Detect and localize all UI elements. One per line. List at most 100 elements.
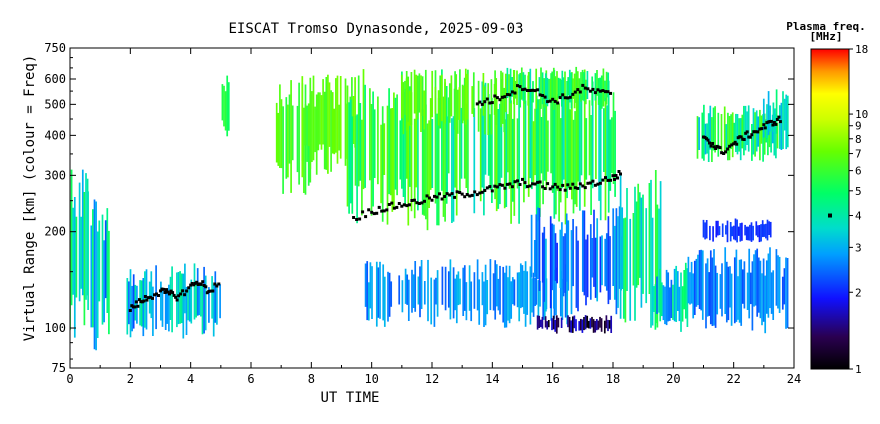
trace-point [616,176,619,180]
trace-point [425,194,429,198]
trace-point [777,115,781,119]
trace-point [711,142,715,145]
trace-point [586,87,590,91]
trace-point [377,205,381,209]
y-tick-label: 400 [44,128,66,142]
trace-point [380,209,384,213]
trace-point [412,198,416,202]
trace-point [588,89,592,93]
trace-point [561,93,565,97]
trace-point [543,187,547,190]
trace-point [551,185,555,189]
trace-point [145,298,149,302]
x-tick-label: 10 [364,372,378,386]
trace-point [726,147,730,151]
trace-point [480,190,484,194]
echo-region [346,69,448,231]
trace-point [518,183,522,186]
trace-point [217,282,221,286]
echo-region [652,262,689,332]
trace-point [604,90,607,94]
echo-region [619,170,662,328]
trace-point [438,192,441,196]
trace-point [435,195,439,199]
trace-point [609,178,612,182]
trace-point [730,143,734,147]
trace-point [541,94,545,97]
trace-point [583,86,587,90]
trace-point [148,295,152,299]
x-axis-ticks: 0 2 4 6 8 10 12 14 16 18 20 22 24 [66,48,801,386]
trace-point [771,123,775,127]
virtual-height-trace [352,170,622,221]
trace-point [352,216,356,219]
trace-point [742,138,746,141]
echo-region [536,315,613,334]
trace-point [614,174,618,177]
trace-point [551,97,555,101]
x-axis-label: UT TIME [320,390,379,406]
trace-point [483,100,487,104]
trace-point [209,289,213,293]
trace-point [390,201,394,205]
trace-point [760,127,764,131]
trace-point [130,304,134,308]
trace-point [558,188,562,192]
x-tick-label: 16 [545,372,559,386]
trace-point [134,300,138,304]
trace-point [407,203,411,207]
trace-point [157,294,160,297]
trace-point [563,96,567,100]
trace-point [543,95,547,99]
virtual-height-trace [702,115,782,155]
trace-point [763,126,767,130]
trace-point [490,189,494,193]
trace-point [709,144,713,148]
trace-point [604,176,607,180]
trace-point [712,145,716,149]
trace-point [485,97,489,101]
virtual-height-trace [128,280,221,312]
trace-point [213,282,217,286]
trace-point [576,88,580,92]
x-tick-label: 24 [787,372,801,386]
trace-point [155,292,158,296]
trace-point [136,304,140,308]
trace-point [199,282,203,286]
trace-point [728,144,732,148]
colorbar-tick-label: 8 [855,133,862,146]
y-tick-label: 75 [52,361,66,375]
trace-point [756,130,760,134]
trace-point [583,186,587,190]
trace-point [483,189,487,192]
trace-point [593,91,597,95]
y-tick-label: 600 [44,72,66,86]
trace-point [598,181,602,185]
echo-region [70,169,89,338]
trace-point [546,100,550,104]
x-tick-label: 6 [247,372,254,386]
trace-point [397,202,401,205]
trace-point [769,119,773,123]
trace-point [538,180,542,184]
trace-point [211,289,215,293]
trace-point [708,141,711,145]
trace-point [137,298,141,302]
colorbar-tick-label: 4 [855,210,862,223]
trace-point [754,130,758,134]
trace-point [513,91,517,95]
trace-point [458,191,462,194]
trace-point [171,291,175,295]
echo-region [400,68,507,135]
trace-point [548,187,552,191]
trace-point [215,284,219,288]
echo-region [221,75,230,137]
trace-point [165,288,168,292]
colorbar-tick-label: 3 [855,241,862,254]
trace-point [571,92,575,96]
trace-point [508,93,512,97]
trace-point [581,184,585,188]
trace-point [423,199,426,203]
